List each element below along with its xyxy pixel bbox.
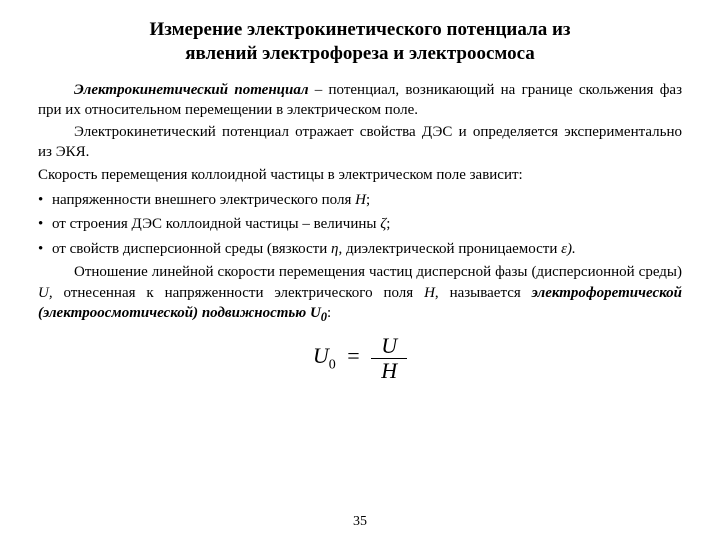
list-item: от строения ДЭС коллоидной частицы – вел… [38, 213, 682, 236]
title-line-2: явлений электрофореза и электроосмоса [185, 43, 535, 64]
bullet-text: от строения ДЭС коллоидной частицы – вел… [52, 216, 380, 232]
list-item: напряженности внешнего электрического по… [38, 189, 682, 212]
formula: U0 = U H [313, 334, 407, 383]
term-electrokinetic-potential: Электрокинетический потенциал [74, 82, 309, 98]
symbol-U0: U0 [310, 305, 327, 321]
symbol-U: U, [38, 285, 53, 301]
bullet-mid: , диэлектрической проницаемости [338, 241, 561, 257]
slide-page: Измерение электрокинетического потенциал… [0, 0, 720, 540]
reflects-paragraph: Электрокинетический потенциал отражает с… [38, 122, 682, 163]
numerator: U [371, 334, 407, 359]
list-item: от свойств дисперсионной среды (вязкости… [38, 238, 682, 261]
bullet-text: от свойств дисперсионной среды (вязкости [52, 241, 331, 257]
mobility-definition: Отношение линейной скорости перемещения … [38, 262, 682, 325]
lhs-sub: 0 [329, 358, 336, 373]
definition-paragraph: Электрокинетический потенциал – потенциа… [38, 80, 682, 121]
formula-block: U0 = U H [38, 334, 682, 383]
fraction: U H [371, 334, 407, 383]
equals-sign: = [347, 343, 359, 368]
bullet-text: напряженности внешнего электрического по… [52, 192, 355, 208]
page-title: Измерение электрокинетического потенциал… [38, 18, 682, 66]
symbol-H: H [355, 192, 366, 208]
text-b: отнесенная к напряженности электрическог… [53, 285, 424, 301]
U0-letter: U [310, 305, 321, 321]
bullet-suffix: ). [567, 241, 576, 257]
depends-intro: Скорость перемещения коллоидной частицы … [38, 165, 682, 185]
bullet-suffix: ; [386, 216, 390, 232]
lhs-U: U [313, 343, 329, 368]
bullet-suffix: ; [366, 192, 370, 208]
colon: : [327, 305, 331, 321]
symbol-H2: H [424, 285, 435, 301]
title-line-1: Измерение электрокинетического потенциал… [149, 19, 570, 40]
text-a: Отношение линейной скорости перемещения … [74, 264, 682, 280]
page-number: 35 [0, 514, 720, 530]
formula-lhs: U0 [313, 343, 336, 368]
text-c: , называется [435, 285, 532, 301]
denominator: H [371, 359, 407, 383]
dependencies-list: напряженности внешнего электрического по… [38, 189, 682, 261]
